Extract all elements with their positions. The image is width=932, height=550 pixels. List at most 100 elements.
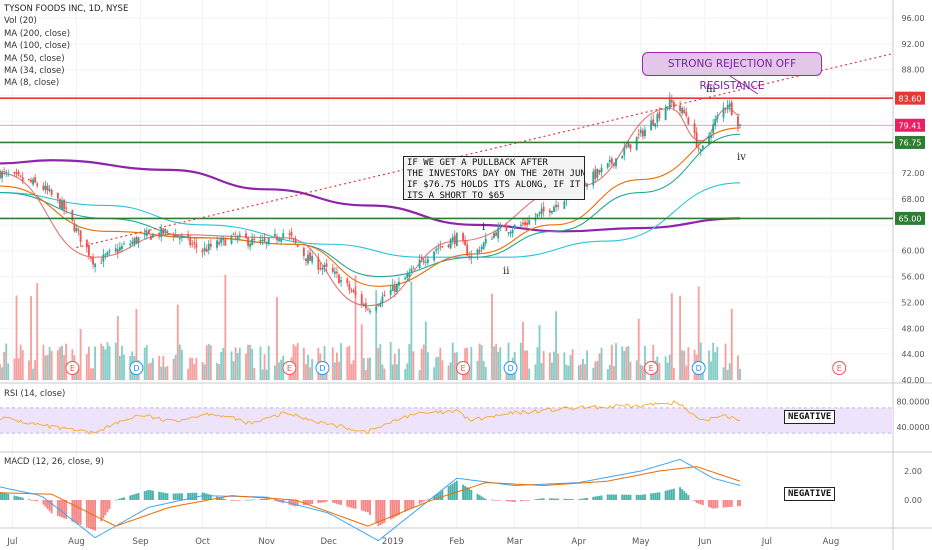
macd-histogram-bar [59, 500, 61, 517]
volume-bar [635, 360, 638, 380]
candle-body [613, 163, 615, 166]
macd-label[interactable]: MACD (12, 26, close, 9) [4, 457, 104, 467]
volume-bar [495, 344, 498, 380]
analysis-note[interactable]: IF WE GET A PULLBACK AFTER THE INVESTORS… [403, 156, 585, 200]
candle-body [410, 268, 413, 272]
volume-bar [499, 347, 502, 380]
price-tick-label: 52.00 [902, 298, 925, 307]
volume-bar [565, 364, 568, 380]
volume-bar [63, 354, 66, 380]
legend-volume[interactable]: Vol (20) [4, 16, 37, 27]
resistance-callout[interactable]: STRONG REJECTION OFF RESISTANCE [642, 52, 822, 92]
volume-bar [600, 347, 603, 380]
candle-body [253, 238, 256, 240]
macd-histogram-bar [557, 498, 560, 500]
volume-bar [253, 368, 256, 380]
candle-body [542, 206, 545, 212]
macd-histogram-bar [17, 496, 20, 500]
volume-bar [17, 358, 20, 380]
level-tag-text: 79.41 [899, 121, 922, 130]
candle-body [137, 237, 140, 244]
volume-bar [708, 350, 710, 380]
macd-histogram-bar [288, 500, 291, 505]
volume-bar [340, 343, 343, 380]
volume-bar [106, 342, 109, 380]
candle-body [621, 155, 624, 159]
macd-histogram-bar [644, 494, 646, 500]
volume-bar [350, 363, 353, 380]
candle-body [509, 231, 512, 234]
candle-body [712, 124, 715, 134]
rsi-label[interactable]: RSI (14, close) [4, 389, 66, 399]
macd-negative-note[interactable]: NEGATIVE [784, 487, 836, 501]
legend-ma200[interactable]: MA (200, close) [4, 28, 71, 39]
event-marker-text: D [133, 364, 139, 373]
candle-body [87, 245, 90, 256]
candle-body [462, 233, 464, 242]
macd-histogram-bar [701, 500, 704, 506]
volume-bar [668, 354, 671, 380]
macd-histogram-bar [670, 489, 673, 500]
candle-body [375, 306, 378, 311]
legend-ma50[interactable]: MA (50, close) [4, 53, 65, 64]
price-tick-label: 48.00 [902, 324, 925, 333]
macd-histogram-bar [596, 496, 599, 500]
legend-ma8[interactable]: MA (8, close) [4, 78, 60, 89]
candle-body [267, 238, 270, 245]
candle-body [522, 222, 524, 225]
legend-ma100[interactable]: MA (100, close) [4, 41, 71, 52]
volume-bar [195, 357, 198, 380]
candle-body [625, 146, 628, 148]
volume-bar [331, 347, 334, 380]
candle-body [7, 173, 10, 175]
candle-body [726, 104, 729, 110]
volume-bar [536, 347, 539, 380]
moving-averages [0, 107, 741, 307]
volume-bar [553, 351, 555, 380]
macd-histogram-bar [350, 500, 353, 508]
macd-histogram-bar [346, 500, 349, 507]
macd-histogram-bar [116, 499, 119, 500]
macd-histogram-bar [685, 493, 688, 500]
macd-histogram-bar [726, 500, 729, 508]
price-tick-label: 96.00 [902, 14, 925, 23]
macd-histogram-bar [652, 493, 655, 500]
macd-histogram-bar [309, 500, 311, 505]
macd-histogram-bar [193, 492, 196, 500]
volume-bar [251, 348, 254, 380]
volume-bar [296, 343, 299, 380]
macd-histogram-bar [708, 500, 710, 508]
candle-body [238, 234, 241, 237]
legend-ma34[interactable]: MA (34, close) [4, 66, 65, 77]
volume-bar [410, 281, 413, 380]
candle-body [426, 259, 429, 263]
macd-histogram-bar [381, 500, 384, 524]
candle-body [333, 271, 336, 274]
macd-histogram-bar [476, 493, 479, 500]
candle-body [491, 238, 493, 240]
volume-bar [375, 290, 378, 380]
volume-bar [59, 347, 61, 380]
time-tick-label: Nov [258, 537, 275, 547]
candle-body [687, 117, 690, 125]
macd-histogram-bar [292, 500, 295, 506]
macd-histogram-bar [73, 500, 76, 523]
volume-bar [737, 355, 739, 380]
rsi-negative-note[interactable]: NEGATIVE [784, 410, 836, 424]
macd-histogram-bar [114, 499, 117, 501]
level-tag-text: 76.75 [899, 139, 922, 148]
candle-body [309, 252, 311, 261]
symbol-title[interactable]: TYSON FOODS INC, 1D, NYSE [4, 4, 129, 14]
macd-histogram-bar [484, 498, 487, 500]
macd-histogram-bar [480, 496, 483, 500]
volume-bar [302, 347, 305, 380]
volume-bar [42, 344, 45, 380]
macd-histogram-bar [48, 500, 51, 512]
macd-histogram-bar [15, 496, 18, 500]
volume-bar [637, 318, 640, 380]
candle-body [536, 213, 539, 217]
macd-histogram-bar [509, 500, 512, 502]
macd-histogram-bar [526, 500, 529, 501]
ma-line-4 [0, 127, 741, 287]
macd-histogram-bar [594, 496, 597, 500]
